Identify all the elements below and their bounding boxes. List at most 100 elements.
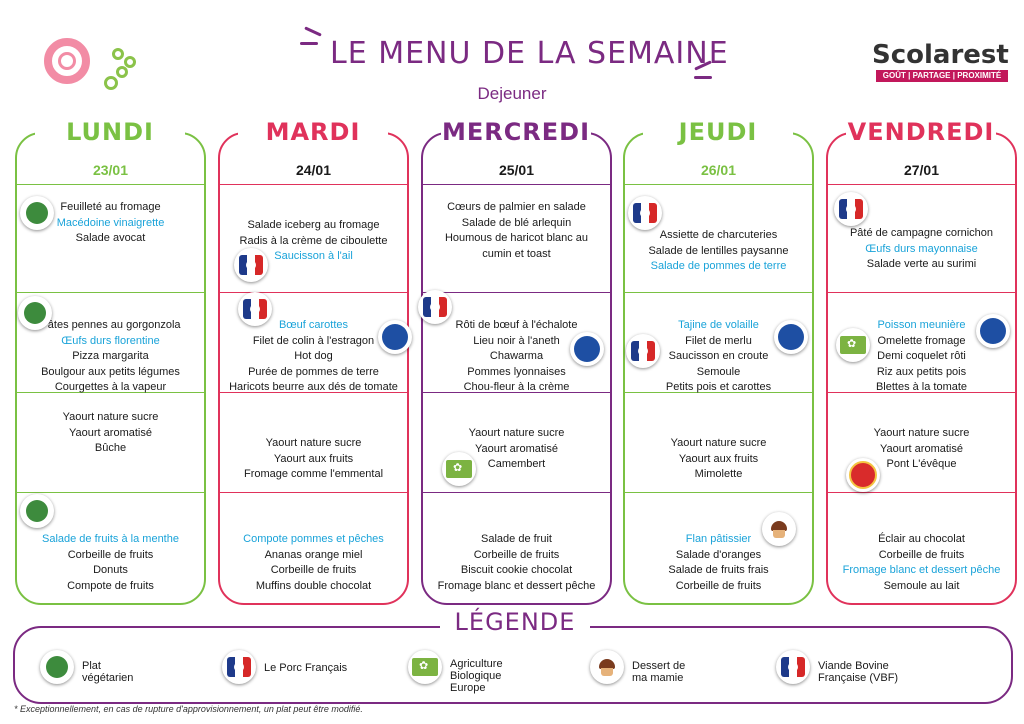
menu-item: Mimolette [694,468,743,480]
day-name: MARDI [238,118,388,146]
porc-francais-icon [238,292,272,326]
menu-item: Compote pommes et pêches [243,533,384,545]
day-name: JEUDI [643,118,793,146]
pea-icon [116,66,128,78]
footnote: * Exceptionnellement, en cas de rupture … [14,704,363,714]
legend-title: LÉGENDE [440,608,590,636]
dairy-list: Yaourt nature sucre Yaourt aux fruits From… [218,436,409,483]
menu-item: Yaourt nature sucre [873,427,970,439]
menu-item: Chou-fleur à la crème [463,381,570,393]
legend-label-line: Europe [450,682,486,694]
peche-durable-icon [570,332,604,366]
menu-item: Saucisson à l'ail [274,250,353,262]
menu-item: Camembert [487,458,546,470]
section-divider [421,184,612,185]
day-name: VENDREDI [846,118,996,146]
menu-item: Rôti de bœuf à l'échalote [455,319,578,331]
vegetarian-icon-mark [24,302,46,324]
menu-item: Blettes à la tomate [875,381,968,393]
legend-label-line: Biologique [450,670,502,682]
mains-list: Pâtes pennes au gorgonzola Œufs durs flor… [15,318,206,396]
mains-list: Poisson meunière Omelette fromage Demi coq… [826,318,1017,396]
menu-item: Macédoine vinaigrette [56,216,165,229]
menu-item: Cœurs de palmier en salade [447,201,586,213]
peche-durable-icon-mark [574,336,600,362]
menu-item: Pommes lyonnaises [467,365,566,378]
page-subtitle: Dejeuner [477,84,547,103]
peche-durable-icon-mark [980,318,1006,344]
menu-item: Salade d'oranges [675,548,762,561]
menu-item: Corbeille de fruits [675,579,762,592]
menu-item: Demi coquelet rôti [877,350,966,362]
menu-item: Salade de fruits à la menthe [42,533,179,545]
menu-item: Haricots beurre aux dés de tomate [229,381,398,393]
porc-francais-icon [628,196,662,230]
bio-eu-icon [408,650,442,684]
section-divider [421,292,612,293]
menu-item: Yaourt nature sucre [670,437,767,449]
menu-item: Corbeille de fruits [878,548,965,561]
bio-eu-icon-mark [840,336,866,354]
legend-label: Dessert de ma mamie [632,660,685,684]
menu-item: Hot dog [294,350,333,362]
peche-durable-icon [976,314,1010,348]
menu-item: Courgettes à la vapeur [54,381,167,393]
aop-icon [846,458,880,492]
legend-label: Le Porc Français [264,662,347,674]
menu-item: Salade iceberg au fromage [247,219,380,231]
desserts-list: Éclair au chocolat Corbeille de fruits Fro… [826,532,1017,594]
legend-label-line: ma mamie [632,672,684,684]
legend-label-line: Agriculture [450,658,503,670]
menu-item: Yaourt aromatisé [880,442,963,455]
cupcake-icon-mark [769,519,789,539]
menu-item: Salade de pommes de terre [650,260,787,272]
day-date: 25/01 [498,162,535,178]
starters-list: Pâté de campagne cornichon Œufs durs mayo… [826,226,1017,273]
day-date: 23/01 [92,162,129,178]
menu-item: Boulgour aux petits légumes [41,365,180,378]
menu-item: Fromage blanc et dessert pêche [842,564,1001,576]
menu-item: Corbeille de fruits [270,564,357,576]
bio-eu-icon [836,328,870,362]
menu-item: Riz aux petits pois [876,365,967,378]
legend-label-line: végétarien [82,672,134,684]
menu-item: Ananas orange miel [264,548,363,561]
menu-item: Fromage blanc et dessert pêche [437,579,596,592]
cupcake-icon [590,650,624,684]
porc-francais-icon-mark [243,299,267,319]
section-divider [623,492,814,493]
cupcake-icon-mark [597,657,617,677]
bio-eu-icon [442,452,476,486]
menu-item: Filet de merlu [685,334,752,347]
menu-item: Yaourt aux fruits [678,452,759,465]
menu-item: Flan pâtissier [685,533,752,545]
vegetarian-icon [40,650,74,684]
menu-item: Purée de pommes de terre [248,365,379,378]
section-divider [218,292,409,293]
menu-item: Filet de colin à l'estragon [252,334,375,347]
dairy-list: Yaourt nature sucre Yaourt aromatisé Bûche [15,410,206,457]
legend-label-line: Plat [82,660,101,672]
legend-label-line: Française (VBF) [818,672,899,684]
legend-label: Plat végétarien [82,660,133,684]
donut-icon [44,38,90,84]
peche-durable-icon [378,320,412,354]
peche-durable-icon [774,320,808,354]
mains-list: Rôti de bœuf à l'échalote Lieu noir à l'a… [421,318,612,396]
menu-item: Assiette de charcuteries [659,229,778,241]
title-spark [694,76,712,79]
menu-item: Corbeille de fruits [473,548,560,561]
vegetarian-icon-mark [46,656,68,678]
section-divider [826,392,1017,393]
peche-durable-icon-mark [382,324,408,350]
menu-item: Bûche [94,442,127,454]
porc-francais-icon-mark [633,203,657,223]
day-date: 26/01 [700,162,737,178]
menu-item: Fromage comme l'emmental [243,468,384,480]
pea-icon [112,48,124,60]
porc-francais-icon-mark [227,657,251,677]
porc-francais-icon [222,650,256,684]
dairy-list: Yaourt nature sucre Yaourt aromatisé Pont … [826,426,1017,473]
title-spark [300,42,318,45]
menu-item: Œufs durs mayonnaise [865,242,978,255]
